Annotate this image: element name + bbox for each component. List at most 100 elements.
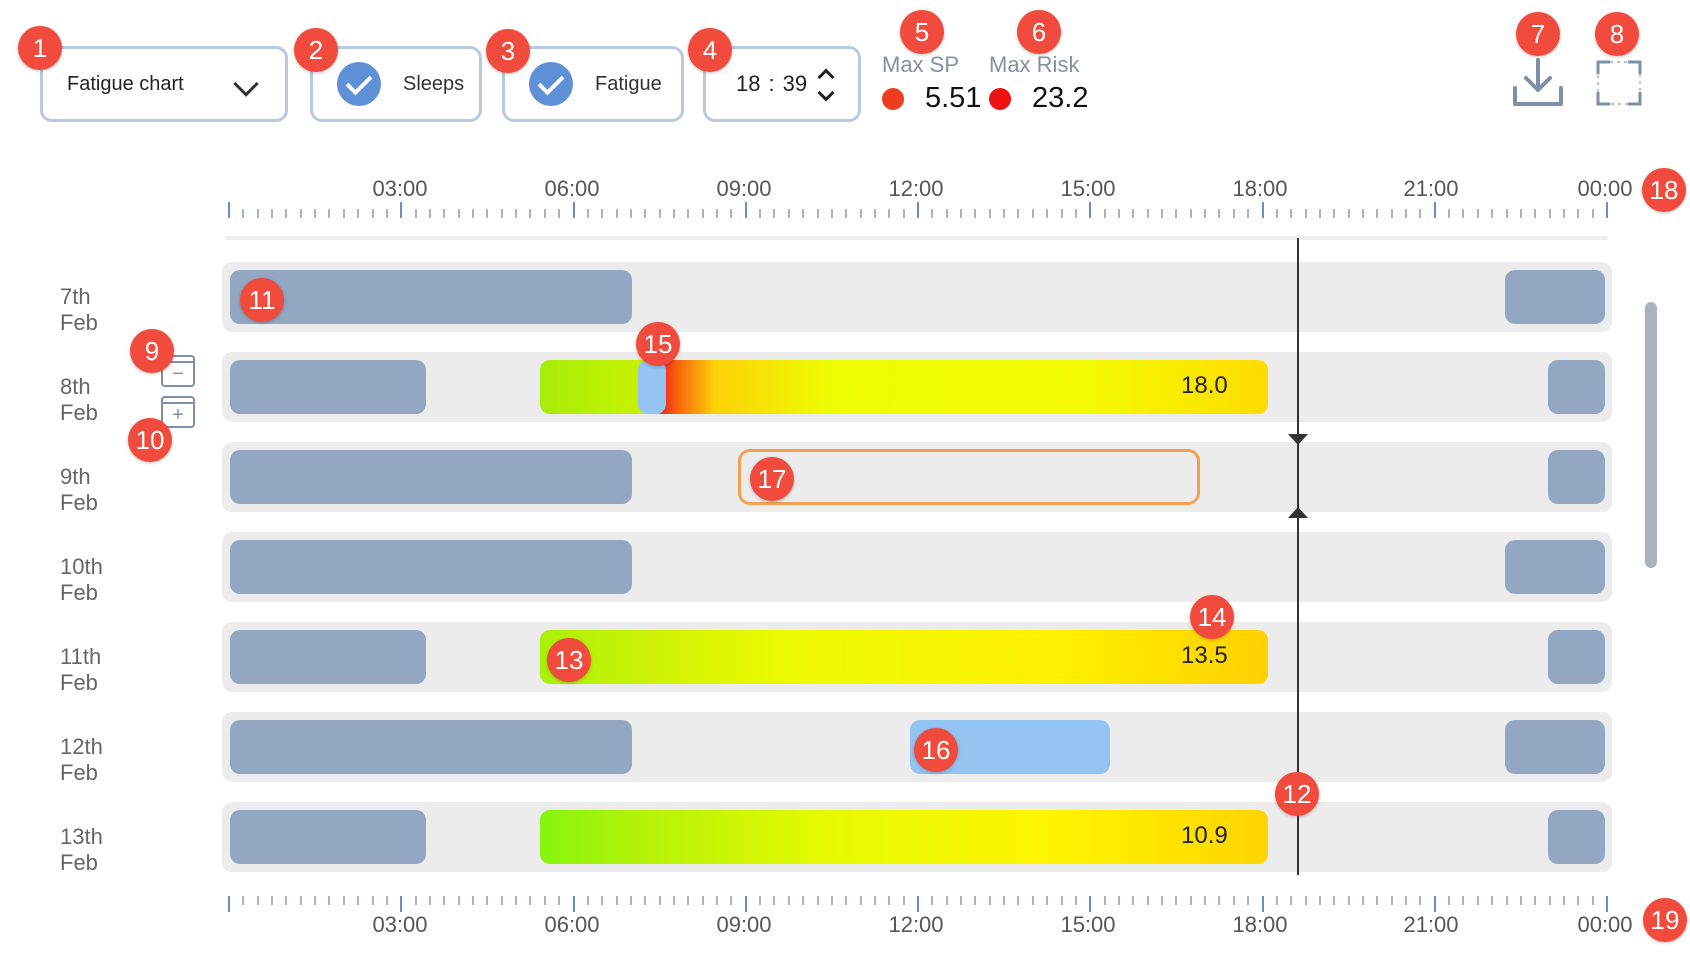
chart-type-select[interactable]: Fatigue chart bbox=[40, 46, 288, 122]
time-hours[interactable]: 18 bbox=[736, 71, 761, 96]
axis-tick bbox=[687, 209, 690, 218]
annotation-badge: 17 bbox=[750, 457, 794, 501]
axis-tick bbox=[1074, 209, 1077, 218]
chevron-up-icon[interactable] bbox=[817, 68, 835, 86]
axis-tick bbox=[1232, 896, 1235, 905]
calendar-plus-icon[interactable]: + bbox=[161, 396, 195, 428]
axis-tick bbox=[457, 209, 460, 218]
axis-tick bbox=[644, 209, 647, 218]
sleep-block[interactable] bbox=[230, 630, 426, 684]
axis-tick bbox=[1548, 896, 1551, 905]
nap-block[interactable] bbox=[638, 360, 666, 414]
axis-tick bbox=[974, 209, 977, 218]
sleep-block[interactable] bbox=[230, 540, 632, 594]
axis-tick bbox=[931, 209, 934, 218]
axis-tick bbox=[1333, 209, 1336, 218]
axis-tick bbox=[716, 896, 719, 905]
axis-tick bbox=[1505, 209, 1508, 218]
sleep-block[interactable] bbox=[230, 450, 632, 504]
axis-tick bbox=[672, 896, 675, 905]
axis-tick bbox=[873, 896, 876, 905]
axis-tick bbox=[1462, 209, 1465, 218]
axis-tick bbox=[1505, 896, 1508, 905]
axis-tick bbox=[816, 896, 819, 905]
sleeps-toggle[interactable]: Sleeps bbox=[310, 46, 482, 122]
sleep-block[interactable] bbox=[1548, 360, 1605, 414]
fatigue-block[interactable] bbox=[540, 810, 1268, 864]
axis-tick bbox=[988, 209, 991, 218]
sleep-block[interactable] bbox=[230, 720, 632, 774]
axis-tick bbox=[1448, 896, 1451, 905]
fatigue-value: 13.5 bbox=[1181, 642, 1228, 669]
axis-tick bbox=[1591, 896, 1594, 905]
sleep-block[interactable] bbox=[1505, 540, 1605, 594]
axis-label: 21:00 bbox=[1403, 912, 1459, 937]
axis-tick bbox=[371, 209, 374, 218]
download-icon[interactable] bbox=[1512, 58, 1564, 108]
axis-tick bbox=[1161, 896, 1164, 905]
axis-tick bbox=[802, 209, 805, 218]
axis-label: 12:00 bbox=[888, 176, 944, 201]
axis-tick bbox=[1562, 209, 1565, 218]
annotation-badge: 14 bbox=[1190, 595, 1234, 639]
axis-label: 00:00 bbox=[1577, 912, 1633, 937]
time-separator: : bbox=[768, 71, 775, 96]
axis-tick bbox=[1519, 896, 1522, 905]
axis-tick bbox=[716, 209, 719, 218]
vertical-scrollbar[interactable] bbox=[1645, 302, 1657, 568]
axis-tick bbox=[228, 896, 230, 912]
fullscreen-icon[interactable] bbox=[1596, 60, 1642, 106]
time-minutes[interactable]: 39 bbox=[782, 71, 808, 96]
axis-tick bbox=[1117, 209, 1120, 218]
fatigue-block[interactable] bbox=[540, 630, 1268, 684]
check-circle-icon bbox=[529, 62, 573, 106]
axis-tick bbox=[1476, 209, 1479, 218]
axis-tick bbox=[1017, 209, 1020, 218]
annotation-badge: 13 bbox=[547, 638, 591, 682]
row-date-label: 12th Feb bbox=[60, 734, 103, 785]
axis-tick bbox=[385, 896, 388, 905]
axis-ticks-bottom bbox=[228, 896, 1608, 912]
chevron-down-icon[interactable] bbox=[817, 84, 835, 102]
axis-tick bbox=[1606, 896, 1608, 912]
axis-tick bbox=[1232, 209, 1235, 218]
sleep-block[interactable] bbox=[1505, 720, 1605, 774]
axis-tick bbox=[1132, 896, 1135, 905]
axis-tick bbox=[1218, 896, 1221, 905]
annotation-badge: 18 bbox=[1642, 168, 1686, 212]
axis-tick bbox=[845, 896, 848, 905]
axis-tick bbox=[1060, 896, 1063, 905]
annotation-badge: 8 bbox=[1595, 12, 1639, 56]
sleep-block[interactable] bbox=[1548, 450, 1605, 504]
current-time-line[interactable] bbox=[1297, 238, 1299, 875]
selection-box[interactable] bbox=[738, 449, 1200, 505]
axis-tick bbox=[1247, 896, 1250, 905]
axis-tick bbox=[242, 896, 245, 905]
axis-tick bbox=[917, 202, 919, 218]
axis-tick bbox=[586, 209, 589, 218]
annotation-badge: 16 bbox=[914, 728, 958, 772]
axis-tick bbox=[1534, 896, 1537, 905]
annotation-badge: 1 bbox=[18, 26, 62, 70]
axis-tick bbox=[1304, 896, 1307, 905]
sleep-block[interactable] bbox=[230, 360, 426, 414]
check-circle-icon bbox=[337, 62, 381, 106]
axis-tick bbox=[787, 209, 790, 218]
axis-tick bbox=[1261, 202, 1264, 218]
axis-tick bbox=[1347, 896, 1350, 905]
sleep-block[interactable] bbox=[1505, 270, 1605, 324]
fatigue-toggle[interactable]: Fatigue bbox=[502, 46, 684, 122]
sleep-block[interactable] bbox=[1548, 810, 1605, 864]
axis-tick bbox=[342, 209, 345, 218]
sleep-block[interactable] bbox=[230, 810, 426, 864]
row-date-label: 8th Feb bbox=[60, 374, 98, 425]
sleep-block[interactable] bbox=[230, 270, 632, 324]
axis-tick bbox=[1476, 896, 1479, 905]
cursor-down-marker-icon bbox=[1288, 434, 1308, 445]
row-date-label: 11th Feb bbox=[60, 644, 102, 695]
axis-tick bbox=[1218, 209, 1221, 218]
axis-tick bbox=[500, 896, 503, 905]
sleep-block[interactable] bbox=[1548, 630, 1605, 684]
axis-ticks-top bbox=[228, 202, 1608, 218]
axis-tick bbox=[744, 202, 747, 218]
